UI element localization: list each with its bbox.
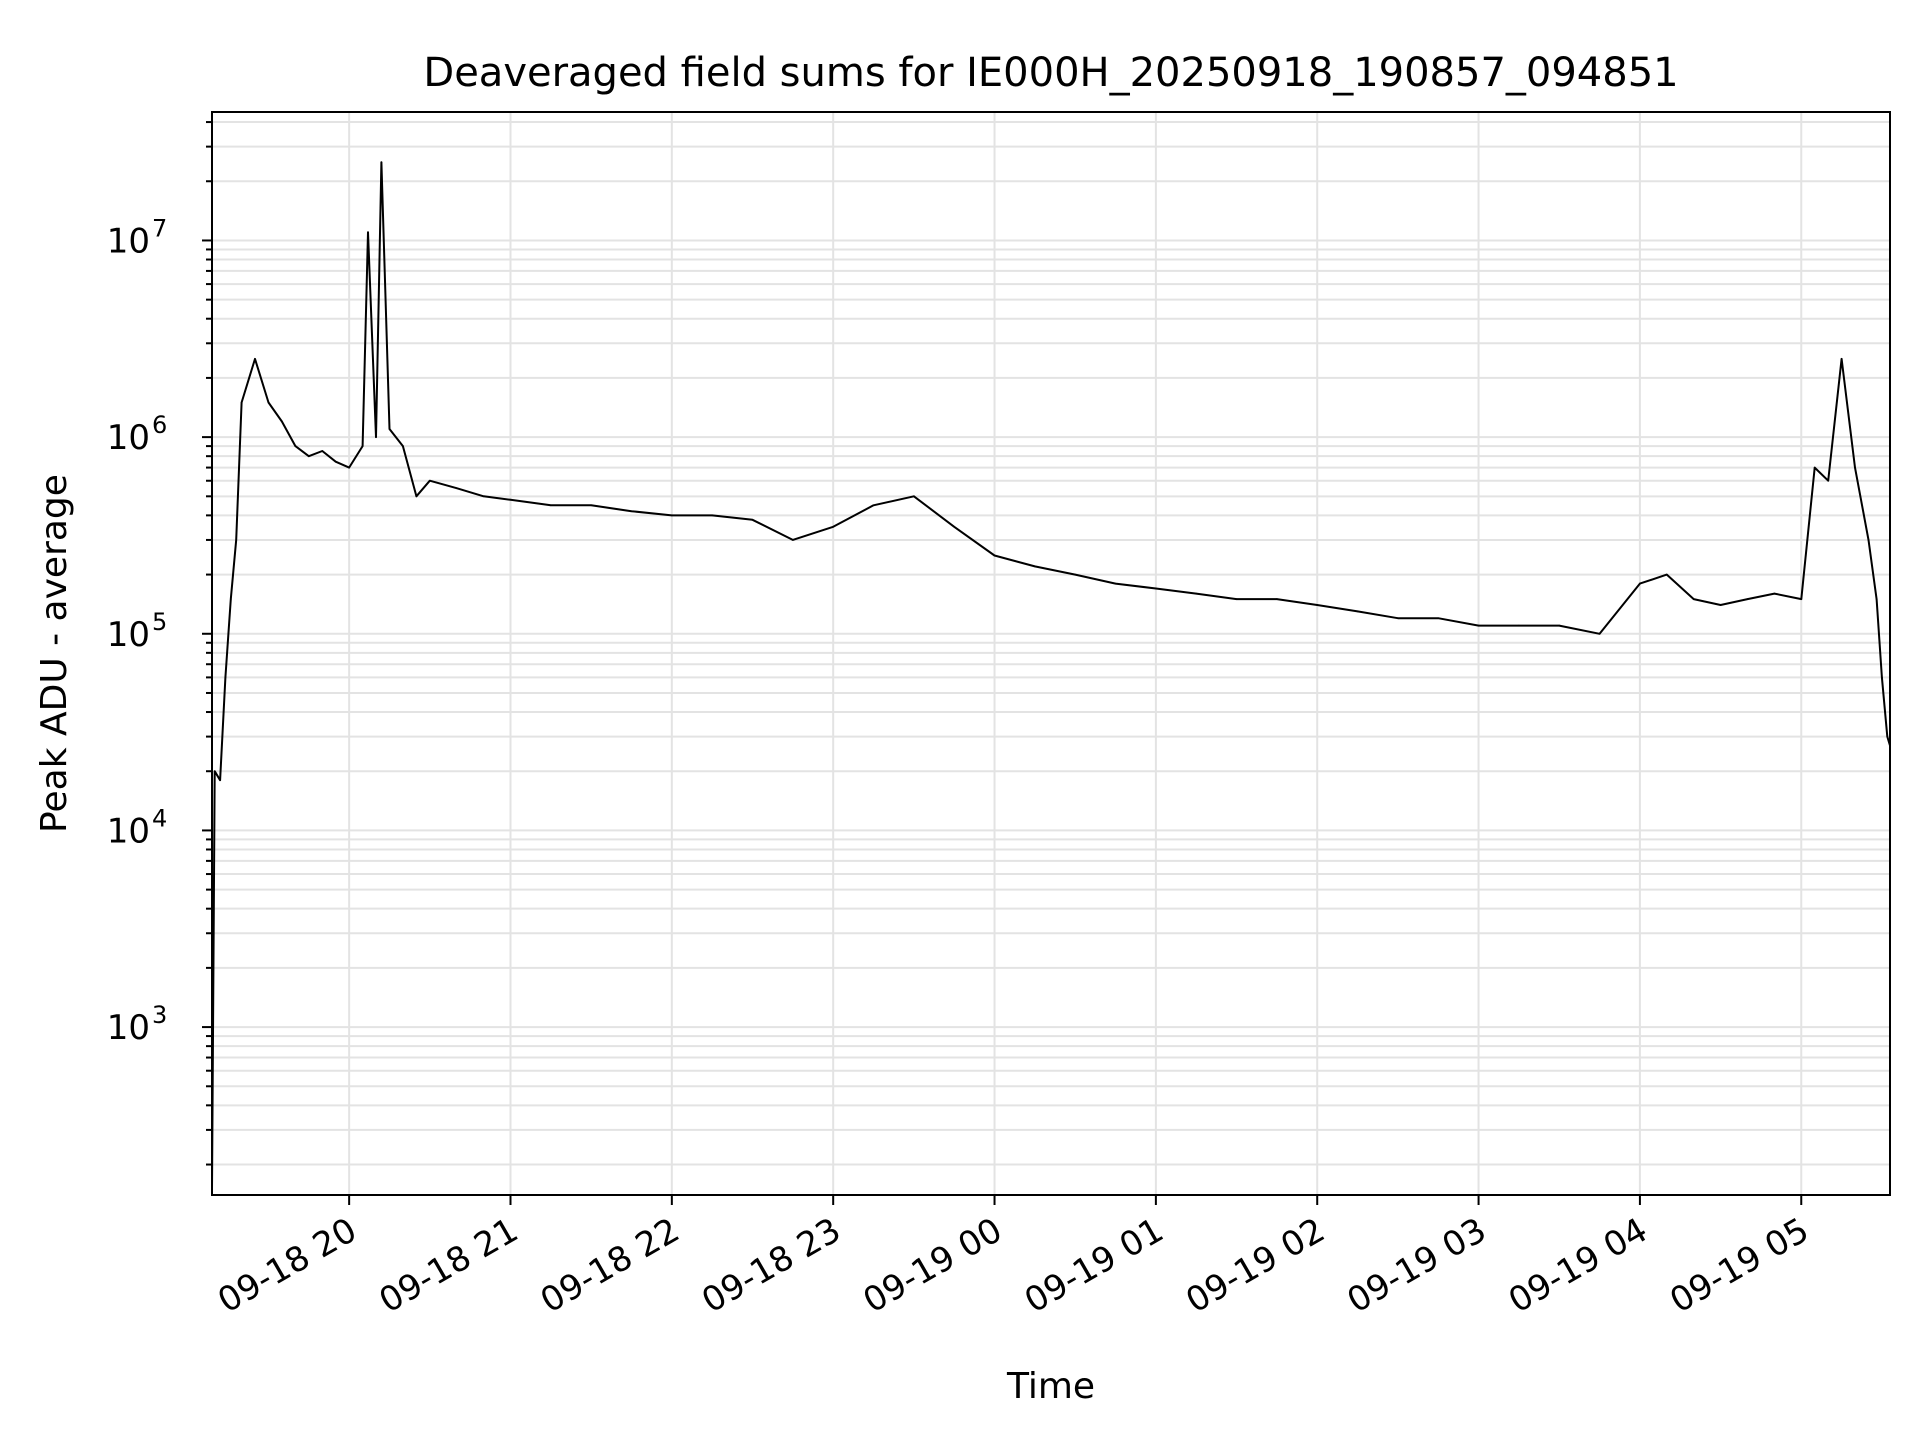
x-tick-label: 09-19 02: [1179, 1210, 1331, 1321]
x-tick-label: 09-18 23: [695, 1210, 847, 1321]
x-tick-label: 09-18 21: [373, 1210, 525, 1321]
data-point: [1074, 573, 1076, 576]
data-point: [509, 499, 512, 501]
data-point: [1558, 624, 1560, 627]
data-point: [402, 445, 404, 447]
data-point: [993, 554, 996, 557]
y-tick-label: 10: [107, 418, 150, 458]
y-tick-exponent: 6: [152, 411, 167, 439]
data-point: [1666, 573, 1668, 576]
data-point: [953, 526, 955, 528]
y-tick-exponent: 3: [152, 1001, 167, 1029]
y-tick-label: 10: [107, 811, 150, 851]
data-point: [224, 676, 227, 679]
data-point: [235, 539, 237, 541]
data-point: [1639, 582, 1641, 585]
data-point: [630, 510, 633, 512]
data-point: [1114, 582, 1117, 585]
x-tick-label: 09-18 22: [534, 1210, 686, 1321]
data-point: [1316, 604, 1318, 606]
data-point: [1034, 565, 1036, 568]
y-axis-label: Peak ADU - average: [34, 474, 75, 833]
data-point: [367, 231, 369, 234]
data-point: [1827, 479, 1829, 482]
chart-title: Deaveraged field sums for IE000H_2025091…: [423, 50, 1678, 96]
x-axis-label: Time: [1006, 1366, 1095, 1407]
data-point: [792, 539, 794, 541]
data-point: [711, 514, 713, 517]
data-point: [1867, 539, 1870, 541]
data-point: [1235, 598, 1238, 600]
data-point: [872, 504, 875, 507]
data-point: [1598, 633, 1601, 635]
data-point: [832, 526, 834, 528]
data-point: [213, 770, 216, 772]
x-tick-label: 09-19 03: [1341, 1210, 1493, 1321]
data-point: [334, 460, 337, 463]
x-tick-label: 09-19 01: [1018, 1210, 1170, 1321]
data-point: [388, 428, 391, 430]
data-point: [550, 504, 552, 507]
data-point: [1746, 598, 1749, 600]
x-axis: 09-18 20 09-18 21 09-18 22 09-18 23 09-19 00…: [211, 1195, 1816, 1321]
data-point: [348, 466, 350, 469]
data-point: [1840, 358, 1843, 360]
data-point: [482, 495, 485, 498]
data-point: [671, 514, 673, 517]
data-point: [308, 455, 310, 458]
data-point: [751, 519, 754, 521]
data-point: [219, 779, 221, 781]
data-point: [590, 504, 592, 507]
data-point: [429, 479, 431, 482]
x-tick-label: 09-18 20: [211, 1210, 363, 1321]
data-point: [361, 445, 364, 447]
data-point: [1477, 624, 1480, 627]
data-point: [1518, 624, 1520, 627]
data-point: [1356, 610, 1359, 613]
data-point: [415, 495, 418, 498]
data-point: [1773, 592, 1776, 595]
data-point: [321, 450, 324, 452]
grid-layer: [212, 112, 1890, 1195]
y-tick-label: 10: [107, 1008, 150, 1048]
y-tick-exponent: 5: [152, 608, 167, 636]
series-line: [211, 161, 1891, 1190]
data-point: [1881, 676, 1883, 679]
data-point: [1719, 604, 1722, 606]
data-point: [1800, 598, 1803, 600]
y-tick-exponent: 4: [152, 804, 167, 832]
series-layer: [211, 161, 1891, 1190]
data-point: [254, 358, 256, 360]
data-point: [281, 420, 283, 423]
data-point: [1155, 587, 1157, 590]
data-point: [294, 445, 297, 447]
data-point: [380, 161, 383, 163]
data-point: [267, 401, 270, 404]
x-tick-label: 09-19 04: [1502, 1210, 1654, 1321]
data-point: [1813, 466, 1816, 469]
data-point: [1692, 598, 1695, 600]
x-tick-label: 09-19 05: [1663, 1210, 1815, 1321]
data-point: [1437, 617, 1439, 619]
x-tick-label: 09-19 00: [857, 1210, 1009, 1321]
data-point: [1886, 735, 1889, 738]
data-point: [1195, 592, 1197, 595]
y-tick-exponent: 7: [152, 214, 167, 242]
data-point: [455, 487, 458, 490]
y-tick-label: 10: [107, 615, 150, 655]
data-point: [913, 495, 915, 498]
data-point: [375, 436, 377, 438]
y-tick-label: 10: [107, 221, 150, 261]
data-point: [1854, 466, 1856, 469]
data-point: [240, 401, 243, 404]
data-point: [1397, 617, 1399, 619]
data-point: [230, 598, 232, 600]
data-point: [1276, 598, 1278, 600]
data-point: [1875, 598, 1878, 600]
